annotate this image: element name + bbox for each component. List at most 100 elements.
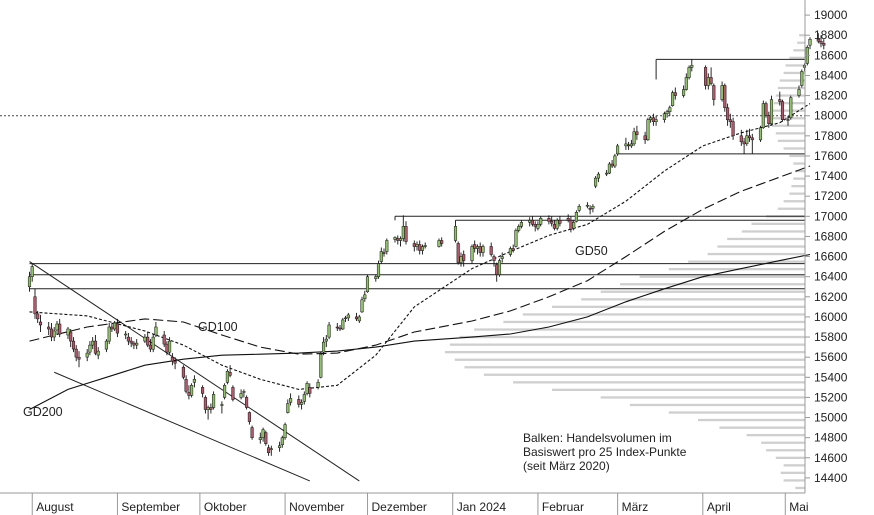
candle-body (401, 226, 405, 239)
candle-body (475, 246, 480, 249)
y-tick-label: 16600 (814, 250, 848, 264)
candle-body (335, 326, 339, 329)
x-tick-label: April (707, 500, 731, 514)
candle-body (420, 246, 425, 251)
candle-body (173, 360, 177, 364)
candle-body (569, 220, 573, 230)
volume-bar (620, 283, 805, 286)
candle-body (30, 266, 34, 277)
volume-bar (783, 147, 805, 150)
candle-body (596, 173, 600, 179)
candle-body (360, 299, 364, 313)
candle-body (646, 119, 650, 141)
candle-body (528, 220, 532, 223)
candle-body (706, 77, 710, 86)
candle-body (649, 117, 653, 120)
candle-body (278, 445, 282, 448)
candle-body (280, 437, 284, 445)
candle-body (508, 248, 512, 255)
candle-body (203, 397, 207, 410)
volume-bar (785, 64, 805, 67)
candle-body (49, 328, 54, 338)
candle-body (324, 338, 328, 342)
y-tick-label: 15800 (814, 330, 848, 344)
y-tick-label: 18200 (814, 89, 848, 103)
candle-body (168, 340, 172, 353)
candle-body (624, 143, 628, 147)
y-tick-label: 16000 (814, 310, 848, 324)
candle-body (789, 97, 793, 118)
candle-body (574, 212, 578, 222)
candle-body (91, 340, 95, 346)
candle-body (135, 342, 139, 346)
y-tick-label: 17200 (814, 189, 848, 203)
candle-body (671, 92, 675, 106)
y-tick-label: 17400 (814, 169, 848, 183)
x-tick-label: Dezember (372, 500, 427, 514)
candle-body (687, 67, 691, 78)
volume-bar (483, 373, 805, 376)
volume-bar (768, 117, 805, 120)
volume-bar (474, 328, 805, 331)
y-tick-label: 19000 (814, 8, 848, 22)
trend-channel-lines (29, 261, 360, 482)
candle-body (245, 397, 249, 408)
candle-body (343, 317, 348, 319)
candle-body (470, 246, 474, 261)
y-tick-label: 14400 (814, 471, 848, 485)
volume-bar (777, 207, 805, 210)
x-tick-label: Oktober (204, 500, 247, 514)
candle-body (151, 336, 155, 350)
candle-body (742, 141, 746, 145)
candle-body (481, 246, 485, 253)
candle-body (286, 403, 290, 413)
candle-body (38, 321, 43, 326)
trend-line (54, 371, 311, 482)
candle-body (85, 352, 89, 358)
candle-body (668, 107, 672, 112)
volume-bar (639, 275, 805, 278)
volume-bar (727, 237, 805, 241)
volume-bar (513, 381, 805, 384)
candle-body (113, 322, 117, 330)
candle-body (66, 328, 70, 336)
candle-body (146, 336, 150, 346)
volume-bar (449, 343, 805, 346)
volume-bar (793, 49, 805, 52)
volume-profile-note-line: (seit März 2020) (523, 459, 610, 473)
volume-bar (698, 418, 805, 422)
candle-body (767, 115, 771, 124)
volume-bar (775, 132, 805, 135)
y-tick-label: 17600 (814, 149, 848, 163)
candle-body (104, 340, 108, 350)
candle-body (745, 135, 749, 145)
candle-body (165, 343, 169, 353)
candle-body (731, 121, 735, 137)
candle-body (651, 117, 655, 122)
candle-body (632, 131, 636, 145)
candle-body (728, 119, 732, 122)
candle-body (819, 41, 823, 44)
x-tick-label: Februar (542, 500, 584, 514)
volume-bar (783, 464, 805, 467)
candle-body (591, 206, 595, 209)
volume-bar (777, 86, 805, 90)
candle-body (71, 340, 76, 350)
candle-body (96, 350, 100, 356)
candle-body (396, 238, 400, 241)
candle-body (577, 206, 581, 211)
candle-body (154, 326, 158, 336)
volume-bar (761, 441, 805, 444)
x-tick-label: November (289, 500, 344, 514)
volume-bar (775, 94, 805, 97)
candle-body (684, 77, 688, 90)
candle-body (758, 127, 763, 141)
candle-body (231, 387, 235, 400)
y-tick-label: 17800 (814, 129, 848, 143)
volume-bar (464, 366, 805, 369)
candle-body (363, 294, 367, 300)
candle-body (530, 220, 534, 225)
candle-body (673, 92, 677, 96)
y-tick-label: 16800 (814, 229, 848, 243)
